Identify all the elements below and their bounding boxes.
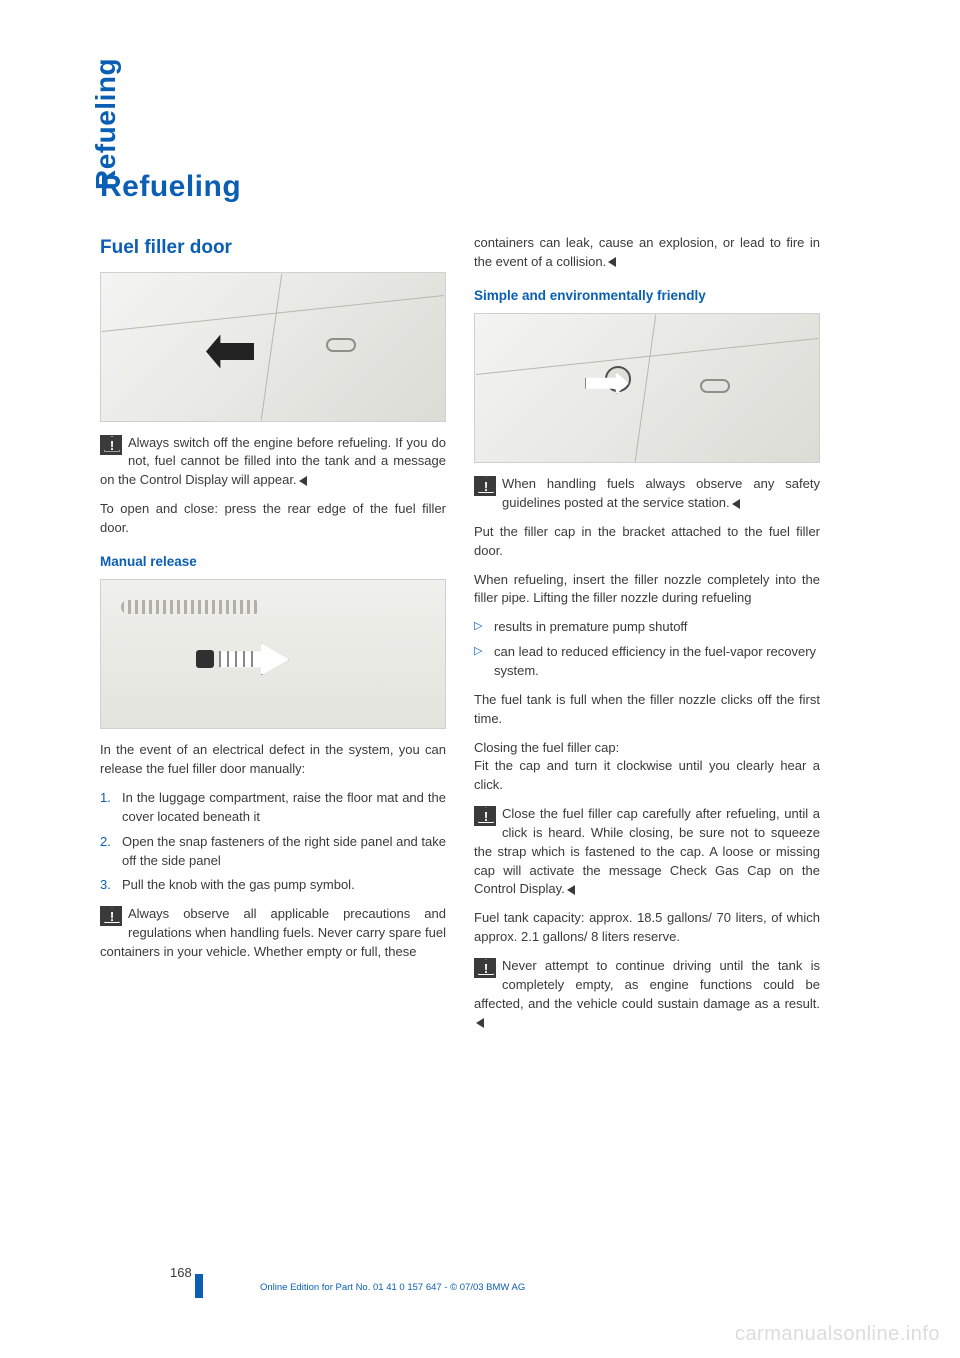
body-text: Closing the fuel filler cap: Fit the cap… xyxy=(474,739,820,796)
stripes-icon xyxy=(219,651,257,667)
spring-icon xyxy=(121,600,261,614)
body-text: When refueling, insert the filler nozzle… xyxy=(474,571,820,609)
warning-text: When handling fuels always observe any s… xyxy=(502,476,820,510)
left-column: Fuel filler door MV01546CMA Always switc… xyxy=(100,234,446,1042)
triangle-bullet-icon: ▷ xyxy=(474,618,494,637)
body-text: In the event of an electrical defect in … xyxy=(100,741,446,779)
list-text: results in premature pump shutoff xyxy=(494,618,687,637)
warning-icon xyxy=(100,435,122,455)
end-mark-icon xyxy=(608,257,616,267)
body-text-line: Closing the fuel filler cap: xyxy=(474,740,619,755)
page-number: 168 xyxy=(170,1265,192,1280)
list-number: 2. xyxy=(100,833,122,871)
warning-block: Never attempt to continue driving until … xyxy=(474,957,820,1032)
warning-icon xyxy=(474,806,496,826)
figure-label: MV01546CMA xyxy=(445,411,446,422)
numbered-list: 1.In the luggage compartment, raise the … xyxy=(100,789,446,895)
body-text-span: containers can leak, cause an explosion,… xyxy=(474,235,820,269)
body-text: Fuel tank capacity: approx. 18.5 gallons… xyxy=(474,909,820,947)
warning-block: Always switch off the engine before refu… xyxy=(100,434,446,491)
warning-text: Always observe all applicable precaution… xyxy=(100,906,446,959)
warning-block: Always observe all applicable precaution… xyxy=(100,905,446,962)
subheading: Manual release xyxy=(100,552,446,572)
warning-icon xyxy=(474,476,496,496)
list-text: Open the snap fasteners of the right sid… xyxy=(122,833,446,871)
right-column: containers can leak, cause an explosion,… xyxy=(474,234,820,1042)
figure-label: MV02920CMA xyxy=(445,718,446,729)
watermark: carmanualsonline.info xyxy=(735,1323,940,1346)
list-text: can lead to reduced efficiency in the fu… xyxy=(494,643,820,681)
subheading: Simple and environmentally friendly xyxy=(474,286,820,306)
list-item: ▷results in premature pump shutoff xyxy=(474,618,820,637)
list-text: In the luggage compartment, raise the fl… xyxy=(122,789,446,827)
end-mark-icon xyxy=(567,885,575,895)
footer-text: Online Edition for Part No. 01 41 0 157 … xyxy=(260,1282,525,1293)
list-text: Pull the knob with the gas pump symbol. xyxy=(122,876,355,895)
door-handle-icon xyxy=(700,379,730,393)
body-text: To open and close: press the rear edge o… xyxy=(100,500,446,538)
figure-filler-cap: MV01548CMA xyxy=(474,313,820,463)
warning-text: Always switch off the engine before refu… xyxy=(100,435,446,488)
list-item: 3.Pull the knob with the gas pump symbol… xyxy=(100,876,446,895)
body-text: The fuel tank is full when the filler no… xyxy=(474,691,820,729)
warning-icon xyxy=(100,906,122,926)
figure-label: MV01548CMA xyxy=(819,452,820,463)
door-handle-icon xyxy=(326,338,356,352)
triangle-bullet-icon: ▷ xyxy=(474,643,494,681)
figure-manual-release: MV02920CMA xyxy=(100,579,446,729)
page-content: Refueling Fuel filler door MV01546CMA Al… xyxy=(100,170,820,1042)
knob-icon xyxy=(196,650,214,668)
page-number-bar xyxy=(195,1274,203,1298)
list-item: 2.Open the snap fasteners of the right s… xyxy=(100,833,446,871)
end-mark-icon xyxy=(476,1018,484,1028)
figure-fuel-door: MV01546CMA xyxy=(100,272,446,422)
end-mark-icon xyxy=(299,476,307,486)
end-mark-icon xyxy=(732,499,740,509)
bullet-list: ▷results in premature pump shutoff ▷can … xyxy=(474,618,820,681)
body-text-line: Fit the cap and turn it clockwise until … xyxy=(474,758,820,792)
warning-block: When handling fuels always observe any s… xyxy=(474,475,820,513)
list-item: ▷can lead to reduced efficiency in the f… xyxy=(474,643,820,681)
list-item: 1.In the luggage compartment, raise the … xyxy=(100,789,446,827)
warning-block: Close the fuel filler cap carefully afte… xyxy=(474,805,820,899)
warning-text: Close the fuel filler cap carefully afte… xyxy=(474,806,820,896)
list-number: 1. xyxy=(100,789,122,827)
section-heading: Fuel filler door xyxy=(100,234,446,262)
columns: Fuel filler door MV01546CMA Always switc… xyxy=(100,234,820,1042)
arrow-icon xyxy=(206,335,254,369)
body-text: containers can leak, cause an explosion,… xyxy=(474,234,820,272)
warning-text: Never attempt to continue driving until … xyxy=(474,958,820,1011)
page-title: Refueling xyxy=(100,170,820,204)
list-number: 3. xyxy=(100,876,122,895)
body-text: Put the filler cap in the bracket attach… xyxy=(474,523,820,561)
warning-icon xyxy=(474,958,496,978)
